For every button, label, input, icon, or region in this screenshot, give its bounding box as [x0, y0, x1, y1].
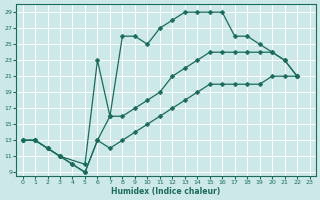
X-axis label: Humidex (Indice chaleur): Humidex (Indice chaleur) — [111, 187, 221, 196]
